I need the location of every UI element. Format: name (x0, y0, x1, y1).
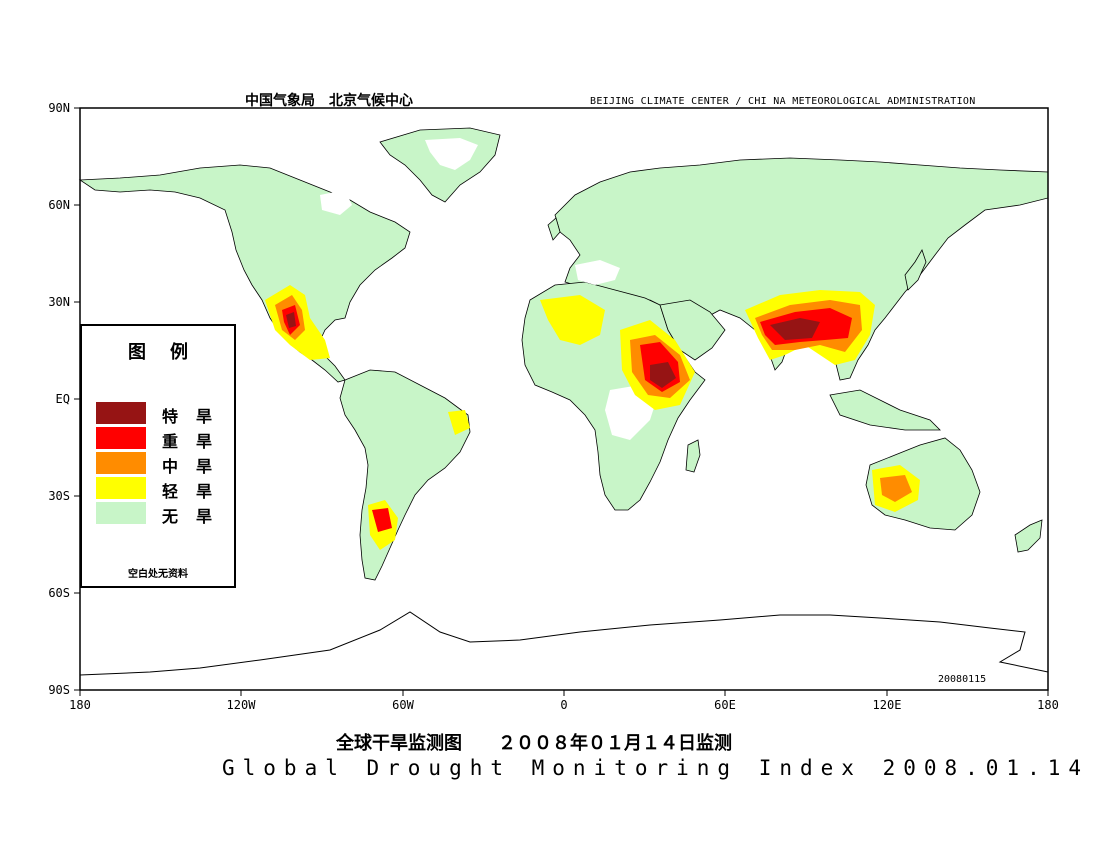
date-stamp: 20080115 (938, 674, 987, 685)
no-data-greenland (425, 138, 478, 170)
no-data-sahara (575, 260, 620, 285)
lon-label-180e: 180 (1037, 698, 1059, 712)
no-data-canada (320, 190, 352, 215)
legend-no-data-note: 空白处无资料 (128, 569, 188, 580)
lon-label-60e: 60E (714, 698, 736, 712)
drought-extreme-mexico (286, 312, 296, 328)
lon-label-120w: 120W (226, 698, 256, 712)
lon-label-120e: 120E (872, 698, 902, 712)
lon-label-180w: 180 (69, 698, 91, 712)
header-agency-cn: 中国气象局 北京气候中心 (245, 93, 413, 109)
lat-label-60n: 60N (48, 198, 70, 212)
legend-swatch-extreme (96, 402, 146, 424)
british-isles-land (547, 217, 561, 241)
drought-extreme (286, 312, 820, 388)
lon-label-60w: 60W (392, 698, 414, 712)
legend-title: 图例 (128, 342, 212, 363)
legend-swatch-severe (96, 427, 146, 449)
drought-extreme-east-africa (650, 362, 676, 388)
legend-label-moderate: 中旱 (162, 457, 231, 476)
lat-label-60s: 60S (48, 586, 70, 600)
madagascar-land (685, 439, 701, 473)
lat-label-eq: EQ (55, 392, 70, 406)
footer-title-cn: 全球干旱监测图 ２００８年０１月１４日监测 (336, 733, 732, 754)
legend-swatch-slight (96, 477, 146, 499)
lat-label-90n: 90N (48, 101, 70, 115)
header-agency-en: BEIJING CLIMATE CENTER / CHI NA METEOROL… (590, 96, 976, 107)
lat-label-30s: 30S (48, 489, 70, 503)
lat-label-30n: 30N (48, 295, 70, 309)
legend-swatch-moderate (96, 452, 146, 474)
arabia-land (659, 299, 726, 361)
legend-box: 图例 特旱 重旱 中旱 轻旱 无旱 空白处无资料 (80, 324, 236, 588)
drought-slight-brazil (448, 410, 470, 435)
drought-severe-argentina (372, 508, 392, 532)
antarctica-coast (79, 611, 1049, 676)
drought-moderate-australia (880, 475, 912, 502)
legend-swatch-none (96, 502, 146, 524)
lat-label-90s: 90S (48, 683, 70, 697)
footer-title-en: Global Drought Monitoring Index 2008.01.… (222, 756, 1090, 780)
lon-label-0: 0 (560, 698, 568, 712)
axis-ticks (74, 107, 1049, 696)
southeast-asia-islands (829, 389, 941, 431)
new-zealand-land (1014, 519, 1043, 553)
legend-label-severe: 重旱 (162, 432, 231, 451)
no-data-regions (320, 138, 658, 440)
drought-slight-sahel (540, 295, 605, 345)
drought-extreme-india (770, 318, 820, 340)
legend-label-extreme: 特旱 (162, 407, 231, 426)
legend-label-none: 无旱 (162, 507, 231, 526)
japan-land (904, 249, 927, 291)
legend-label-slight: 轻旱 (162, 482, 231, 501)
